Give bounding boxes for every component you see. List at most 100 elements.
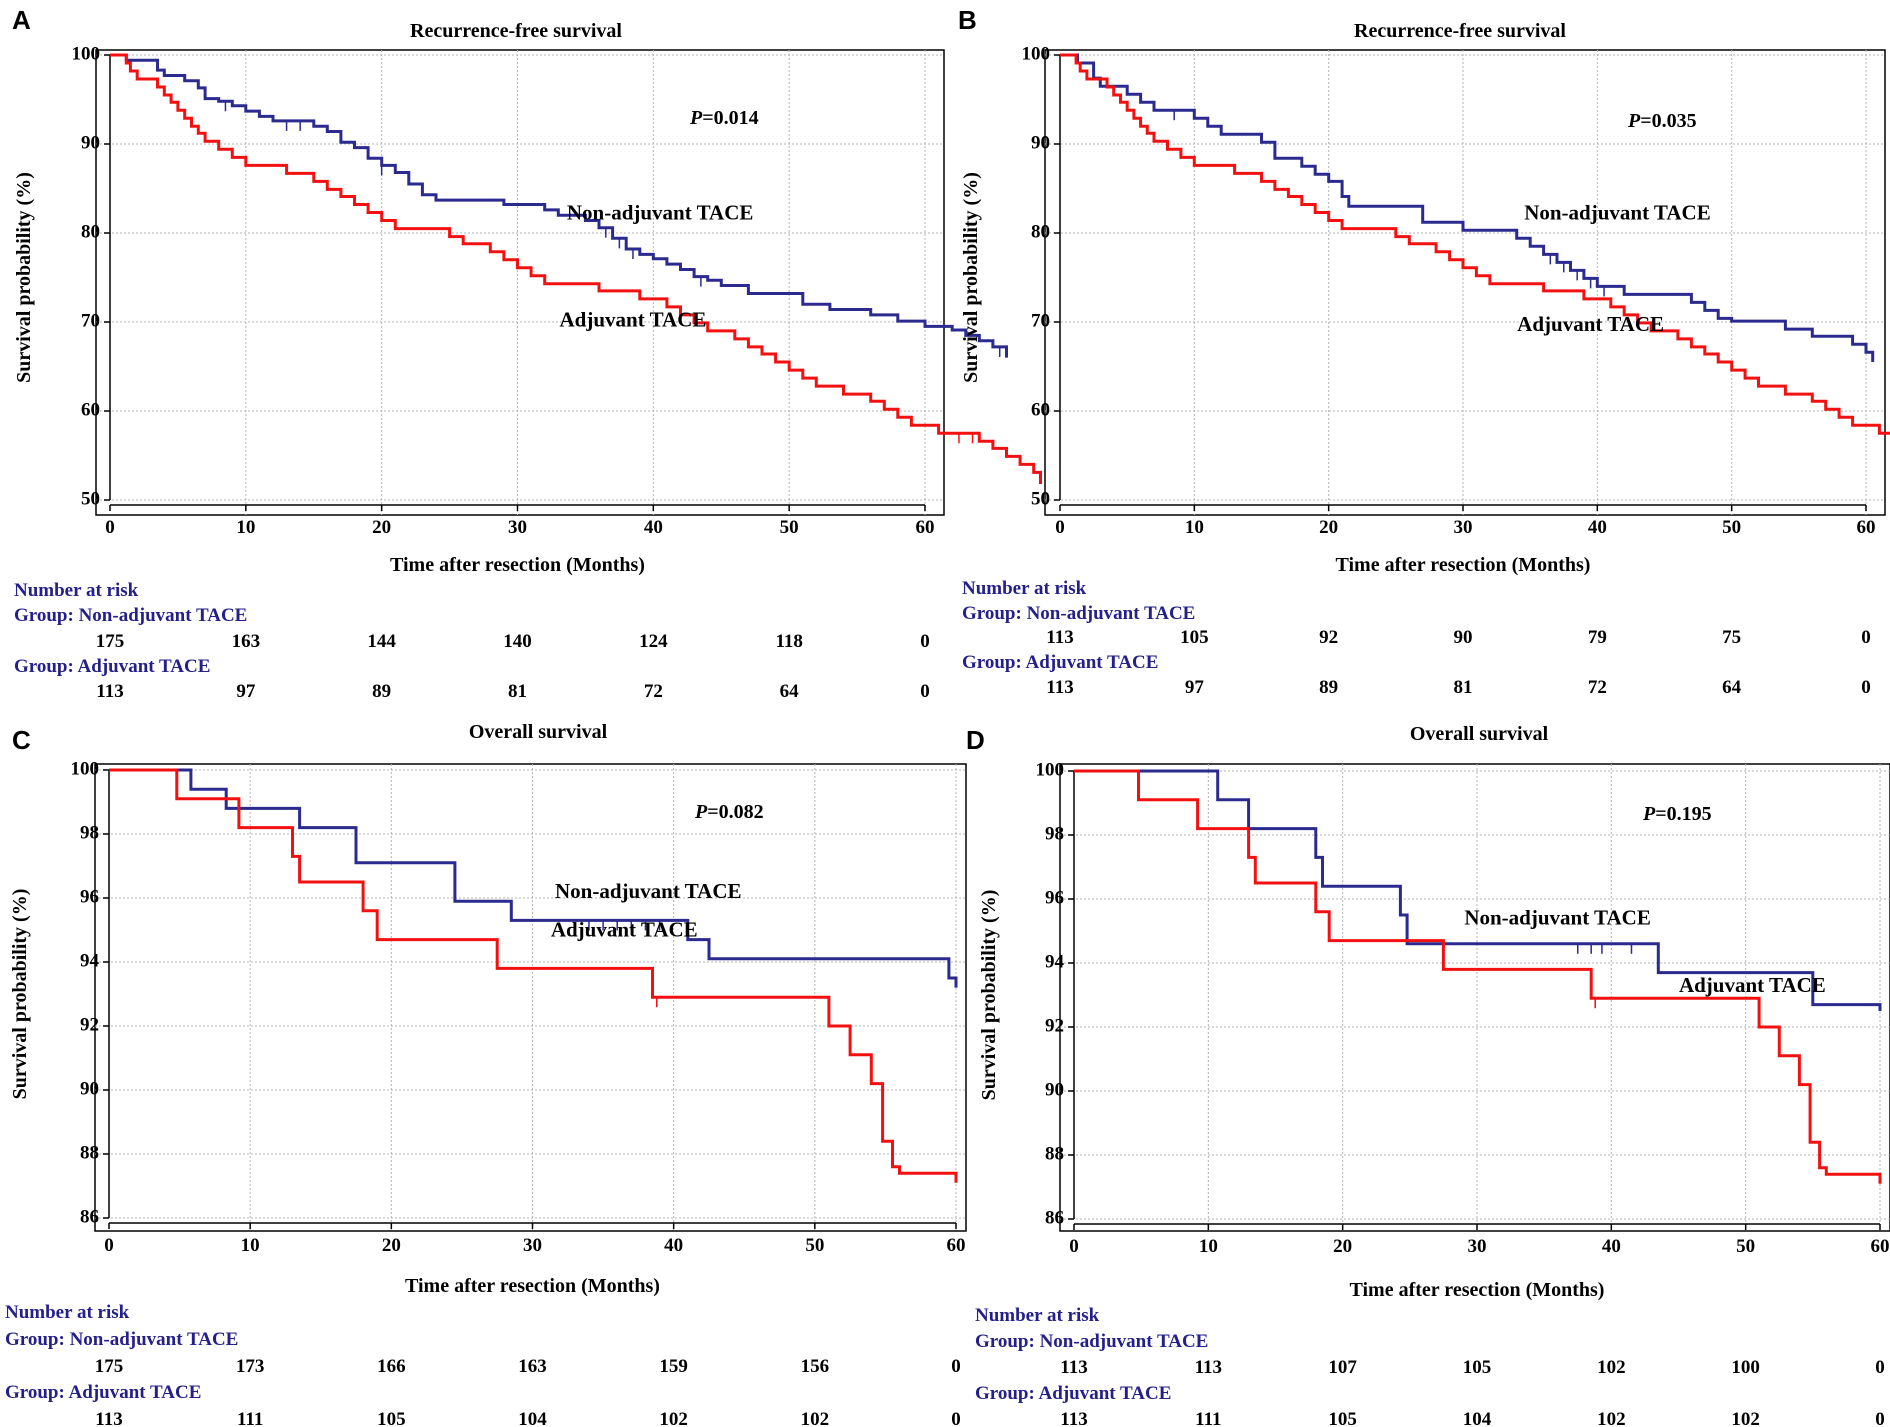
x-tick-label: 10 bbox=[1199, 1236, 1218, 1257]
y-tick-label: 100 bbox=[1036, 759, 1065, 780]
series-annotation: Non-adjuvant TACE bbox=[567, 201, 754, 225]
p-value-number: =0.195 bbox=[1655, 803, 1711, 825]
y-tick-label: 90 bbox=[1045, 1079, 1064, 1100]
chart-title: Overall survival bbox=[469, 721, 608, 743]
risk-value: 124 bbox=[639, 631, 668, 652]
risk-value: 166 bbox=[377, 1356, 406, 1377]
risk-group-label: Group: Adjuvant TACE bbox=[14, 656, 210, 677]
panel-a: A Recurrence-free survival 0 10 20 30 40 50 60 50… bbox=[12, 5, 1042, 702]
x-tick-label: 50 bbox=[1736, 1236, 1755, 1257]
x-tick-label: 60 bbox=[1871, 1236, 1890, 1257]
risk-value: 102 bbox=[801, 1409, 830, 1427]
y-tick-label: 94 bbox=[1045, 951, 1065, 972]
x-tick-label: 60 bbox=[947, 1235, 966, 1256]
x-tick-label: 50 bbox=[1722, 517, 1741, 538]
x-tick-label: 30 bbox=[508, 517, 527, 538]
risk-value: 175 bbox=[95, 1356, 124, 1377]
series-annotation: Adjuvant TACE bbox=[551, 917, 698, 941]
x-tick-label: 0 bbox=[104, 1235, 114, 1256]
x-axis-label: Time after resection (Months) bbox=[405, 1275, 660, 1297]
x-tick-label: 40 bbox=[1588, 517, 1607, 538]
p-value-symbol: P bbox=[1627, 110, 1641, 132]
y-tick-label: 92 bbox=[80, 1014, 99, 1035]
risk-value: 113 bbox=[1060, 1357, 1087, 1378]
risk-value: 102 bbox=[659, 1409, 688, 1427]
y-tick-label: 90 bbox=[1031, 132, 1050, 153]
series-line-non_adjuvant bbox=[1060, 53, 1875, 362]
risk-value: 81 bbox=[508, 681, 527, 702]
x-tick-label: 20 bbox=[382, 1235, 401, 1256]
x-tick-label: 20 bbox=[1333, 1236, 1352, 1257]
panel-label: C bbox=[12, 725, 31, 755]
series-line-adjuvant bbox=[110, 53, 1042, 484]
y-tick-label: 80 bbox=[81, 221, 100, 242]
risk-value: 163 bbox=[232, 631, 261, 652]
risk-value: 64 bbox=[1722, 677, 1742, 698]
y-tick-label: 96 bbox=[80, 886, 99, 907]
series-annotation: Adjuvant TACE bbox=[1517, 312, 1664, 336]
risk-value: 105 bbox=[1328, 1409, 1357, 1427]
x-axis-label: Time after resection (Months) bbox=[1350, 1279, 1605, 1301]
y-tick-label: 100 bbox=[1022, 43, 1051, 64]
risk-value: 0 bbox=[920, 631, 930, 652]
risk-value: 105 bbox=[1180, 627, 1209, 648]
x-tick-label: 30 bbox=[1454, 517, 1473, 538]
risk-value: 72 bbox=[1588, 677, 1607, 698]
x-tick-label: 50 bbox=[780, 517, 799, 538]
y-axis-label: Survival probability (%) bbox=[978, 890, 1000, 1101]
y-tick-label: 86 bbox=[80, 1206, 99, 1227]
risk-value: 144 bbox=[367, 631, 396, 652]
risk-value: 159 bbox=[659, 1356, 688, 1377]
risk-value: 75 bbox=[1722, 627, 1741, 648]
y-tick-label: 92 bbox=[1045, 1015, 1064, 1036]
risk-value: 0 bbox=[1875, 1357, 1885, 1378]
p-value-symbol: P bbox=[1642, 803, 1656, 825]
risk-value: 90 bbox=[1454, 627, 1473, 648]
plot-frame bbox=[95, 49, 945, 516]
risk-group-label: Group: Non-adjuvant TACE bbox=[975, 1331, 1208, 1352]
x-tick-label: 0 bbox=[105, 517, 115, 538]
y-tick-label: 60 bbox=[1031, 399, 1050, 420]
series-line-non_adjuvant bbox=[109, 768, 958, 988]
risk-value: 0 bbox=[1875, 1409, 1885, 1427]
risk-value: 105 bbox=[377, 1409, 406, 1427]
risk-table-header: Number at risk bbox=[5, 1302, 130, 1323]
series-annotation: Non-adjuvant TACE bbox=[1464, 906, 1651, 930]
x-tick-label: 40 bbox=[664, 1235, 683, 1256]
risk-group-label: Group: Non-adjuvant TACE bbox=[5, 1329, 238, 1350]
risk-group-label: Group: Adjuvant TACE bbox=[5, 1382, 201, 1403]
risk-value: 0 bbox=[1861, 677, 1871, 698]
panel-b: B Recurrence-free survival 0 10 20 30 40 50 60 50… bbox=[958, 5, 1890, 698]
y-tick-label: 98 bbox=[1045, 823, 1064, 844]
risk-value: 111 bbox=[237, 1409, 263, 1427]
risk-value: 0 bbox=[951, 1356, 961, 1377]
chart-title: Recurrence-free survival bbox=[410, 20, 622, 42]
plot-frame bbox=[1059, 763, 1890, 1232]
risk-value: 113 bbox=[95, 1409, 122, 1427]
p-value: P=0.035 bbox=[1627, 110, 1697, 132]
risk-value: 113 bbox=[1046, 677, 1073, 698]
x-tick-label: 10 bbox=[241, 1235, 260, 1256]
p-value-symbol: P bbox=[694, 801, 708, 823]
risk-value: 107 bbox=[1328, 1357, 1357, 1378]
risk-value: 64 bbox=[780, 681, 800, 702]
risk-value: 113 bbox=[1195, 1357, 1222, 1378]
p-value-number: =0.035 bbox=[1640, 110, 1696, 132]
p-value-number: =0.014 bbox=[702, 107, 758, 129]
p-value: P=0.195 bbox=[1642, 803, 1712, 825]
p-value: P=0.082 bbox=[694, 801, 764, 823]
x-tick-label: 40 bbox=[1602, 1236, 1621, 1257]
x-tick-label: 10 bbox=[1185, 517, 1204, 538]
risk-value: 97 bbox=[236, 681, 256, 702]
y-tick-label: 100 bbox=[72, 43, 101, 64]
risk-value: 0 bbox=[920, 681, 930, 702]
risk-value: 163 bbox=[518, 1356, 547, 1377]
risk-value: 118 bbox=[775, 631, 802, 652]
p-value-symbol: P bbox=[689, 107, 703, 129]
x-axis-label: Time after resection (Months) bbox=[390, 554, 645, 576]
risk-group-label: Group: Non-adjuvant TACE bbox=[14, 605, 247, 626]
x-tick-label: 60 bbox=[916, 517, 935, 538]
risk-value: 102 bbox=[1597, 1357, 1626, 1378]
